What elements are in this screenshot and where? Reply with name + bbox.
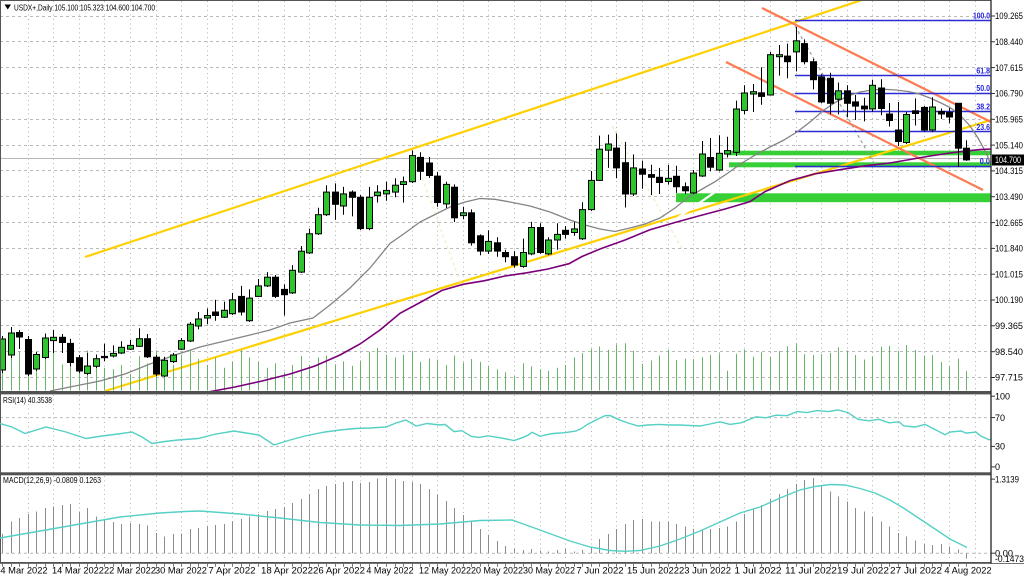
- svg-text:61.8: 61.8: [976, 67, 990, 76]
- svg-text:23 Jun 2022: 23 Jun 2022: [679, 566, 731, 576]
- svg-text:26 Apr 2022: 26 Apr 2022: [313, 566, 365, 576]
- svg-text:30 May 2022: 30 May 2022: [523, 566, 575, 576]
- svg-text:7 Apr 2022: 7 Apr 2022: [208, 566, 255, 576]
- svg-text:1.3139: 1.3139: [995, 474, 1019, 484]
- svg-text:100.0: 100.0: [973, 12, 990, 21]
- svg-text:107.615: 107.615: [995, 63, 1023, 73]
- svg-text:30 Mar 2022: 30 Mar 2022: [155, 566, 207, 576]
- svg-text:15 Jun 2022: 15 Jun 2022: [627, 566, 679, 576]
- svg-text:108.440: 108.440: [995, 37, 1023, 47]
- svg-text:100: 100: [995, 391, 1010, 401]
- svg-text:RSI(14) 40.3538: RSI(14) 40.3538: [3, 395, 52, 405]
- svg-text:19 Jul 2022: 19 Jul 2022: [837, 566, 889, 576]
- svg-text:38.2: 38.2: [976, 103, 990, 112]
- svg-text:12 May 2022: 12 May 2022: [419, 566, 471, 576]
- svg-text:100.190: 100.190: [995, 295, 1023, 305]
- svg-text:97.715: 97.715: [995, 373, 1023, 383]
- svg-text:4 May 2022: 4 May 2022: [366, 566, 413, 576]
- svg-text:105.140: 105.140: [995, 140, 1023, 150]
- svg-text:4 Aug 2022: 4 Aug 2022: [944, 566, 991, 576]
- svg-text:11 Jul 2022: 11 Jul 2022: [785, 566, 837, 576]
- svg-text:99.365: 99.365: [995, 321, 1023, 331]
- svg-text:23.6: 23.6: [976, 123, 990, 132]
- svg-text:MACD(12,26,9) -0.0809 0.1263: MACD(12,26,9) -0.0809 0.1263: [3, 475, 101, 485]
- svg-text:101.840: 101.840: [995, 244, 1023, 254]
- svg-text:104.315: 104.315: [995, 166, 1023, 176]
- svg-text:14 Mar 2022: 14 Mar 2022: [52, 566, 104, 576]
- svg-text:70: 70: [995, 413, 1005, 423]
- svg-text:98.540: 98.540: [995, 347, 1023, 357]
- svg-text:20 May 2022: 20 May 2022: [471, 566, 523, 576]
- svg-text:109.265: 109.265: [995, 11, 1023, 21]
- svg-text:101.015: 101.015: [995, 269, 1023, 279]
- svg-text:1 Jul 2022: 1 Jul 2022: [734, 566, 781, 576]
- svg-text:0.00: 0.00: [995, 548, 1013, 558]
- svg-text:105.965: 105.965: [995, 115, 1023, 125]
- svg-text:102.665: 102.665: [995, 218, 1023, 228]
- svg-text:106.790: 106.790: [995, 89, 1023, 99]
- svg-text:4 Mar 2022: 4 Mar 2022: [0, 566, 47, 576]
- svg-text:0.0: 0.0: [980, 157, 991, 166]
- svg-text:104.700: 104.700: [995, 155, 1021, 165]
- svg-text:USDX+,Daily 105.100 105.323 1: USDX+,Daily 105.100 105.323 104.600 104.…: [14, 3, 155, 13]
- svg-text:18 Apr 2022: 18 Apr 2022: [261, 566, 313, 576]
- svg-text:50.0: 50.0: [976, 84, 990, 93]
- svg-text:22 Mar 2022: 22 Mar 2022: [104, 566, 156, 576]
- svg-text:-0.1473: -0.1473: [995, 554, 1024, 564]
- svg-text:103.490: 103.490: [995, 192, 1023, 202]
- svg-text:30: 30: [995, 442, 1005, 452]
- svg-text:27 Jul 2022: 27 Jul 2022: [890, 566, 942, 576]
- svg-text:0: 0: [995, 462, 1000, 472]
- svg-text:7 Jun 2022: 7 Jun 2022: [576, 566, 623, 576]
